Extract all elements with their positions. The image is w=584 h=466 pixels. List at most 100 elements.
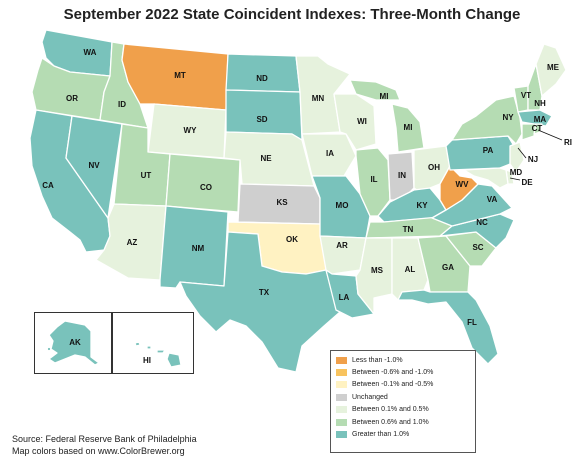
label-ID: ID xyxy=(118,100,126,109)
state-FL[interactable] xyxy=(397,289,499,365)
alaska-inset: AK xyxy=(34,312,112,374)
label-MS: MS xyxy=(371,266,384,275)
legend-item: Between 0.6% and 1.0% xyxy=(336,416,470,428)
label-OR: OR xyxy=(66,94,78,103)
label-KS: KS xyxy=(276,198,288,207)
legend-item: Between 0.1% and 0.5% xyxy=(336,404,470,416)
source-line-1: Source: Federal Reserve Bank of Philadel… xyxy=(12,434,197,444)
state-MO[interactable] xyxy=(311,175,371,239)
label-FL: FL xyxy=(467,318,477,327)
state-NV[interactable] xyxy=(65,115,123,219)
legend-label: Between 0.1% and 0.5% xyxy=(352,406,429,414)
state-AR[interactable] xyxy=(319,235,367,275)
label-IN: IN xyxy=(398,171,406,180)
state-ND[interactable] xyxy=(225,53,301,93)
legend-label: Less than -1.0% xyxy=(352,356,403,364)
label-GA: GA xyxy=(442,263,454,272)
label-MD: MD xyxy=(510,168,523,177)
label-NM: NM xyxy=(192,244,205,253)
label-IA: IA xyxy=(326,149,334,158)
legend-item: Less than -1.0% xyxy=(336,354,470,366)
label-NE: NE xyxy=(260,154,272,163)
hawaii-inset: HI xyxy=(112,312,194,374)
alaska-island xyxy=(47,347,51,351)
label-TN: TN xyxy=(403,225,414,234)
label-OK: OK xyxy=(286,235,298,244)
state-NH[interactable] xyxy=(527,63,543,111)
legend-swatch xyxy=(336,356,347,364)
label-WV: WV xyxy=(456,180,470,189)
label-CO: CO xyxy=(200,183,212,192)
source-line-2: Map colors based on www.ColorBrewer.org xyxy=(12,445,185,456)
state-AK[interactable] xyxy=(48,320,100,366)
label-PA: PA xyxy=(483,146,494,155)
label-LA: LA xyxy=(339,293,350,302)
legend-label: Greater than 1.0% xyxy=(352,431,410,439)
label-RI: RI xyxy=(564,138,572,147)
label-SD: SD xyxy=(256,115,267,124)
legend-swatch xyxy=(336,369,347,377)
label-IL: IL xyxy=(370,175,377,184)
state-NM[interactable] xyxy=(159,205,229,289)
label-CT: CT xyxy=(532,124,543,133)
label-SC: SC xyxy=(472,243,483,252)
state-TX[interactable] xyxy=(179,231,341,373)
label-OH: OH xyxy=(428,163,440,172)
label-AZ: AZ xyxy=(127,238,138,247)
legend-label: Unchanged xyxy=(352,393,388,401)
label-MT: MT xyxy=(174,71,186,80)
legend-label: Between -0.6% and -1.0% xyxy=(352,369,434,377)
state-MI-upper[interactable] xyxy=(349,79,401,101)
state-ME[interactable] xyxy=(535,43,567,97)
label-WI: WI xyxy=(357,117,367,126)
state-MA[interactable] xyxy=(517,109,553,127)
legend-label: Between -0.1% and -0.5% xyxy=(352,381,434,389)
legend-item: Greater than 1.0% xyxy=(336,428,470,440)
alaska-map: AK xyxy=(47,320,100,366)
label-MI-upper: MI xyxy=(380,92,389,101)
label-MA: MA xyxy=(534,115,547,124)
legend-swatch xyxy=(336,393,347,401)
label-MI: MI xyxy=(404,123,413,132)
label-WY: WY xyxy=(184,126,198,135)
label-ME: ME xyxy=(547,63,560,72)
legend-item: Between -0.6% and -1.0% xyxy=(336,366,470,378)
state-WI[interactable] xyxy=(333,93,377,151)
state-HI[interactable] xyxy=(134,341,182,368)
label-ND: ND xyxy=(256,74,268,83)
label-NC: NC xyxy=(476,218,488,227)
label-NY: NY xyxy=(502,113,514,122)
label-TX: TX xyxy=(259,288,270,297)
label-VA: VA xyxy=(487,195,498,204)
state-PA[interactable] xyxy=(445,135,515,171)
label-MO: MO xyxy=(336,201,349,210)
state-MI[interactable] xyxy=(391,103,425,153)
legend-swatch xyxy=(336,406,347,414)
state-NJ[interactable] xyxy=(509,141,525,173)
hawaii-map: HI xyxy=(134,341,182,368)
label-VT: VT xyxy=(521,91,531,100)
label-NV: NV xyxy=(88,161,100,170)
label-CA: CA xyxy=(42,181,54,190)
legend-item: Between -0.1% and -0.5% xyxy=(336,379,470,391)
label-AL: AL xyxy=(405,265,416,274)
state-MD[interactable] xyxy=(463,167,509,189)
state-IA[interactable] xyxy=(301,133,357,177)
label-NH: NH xyxy=(534,99,546,108)
legend-swatch xyxy=(336,381,347,389)
label-MN: MN xyxy=(312,94,325,103)
state-CT[interactable] xyxy=(521,123,537,141)
map-title: September 2022 State Coincident Indexes:… xyxy=(63,6,521,23)
label-UT: UT xyxy=(141,171,152,180)
legend: Less than -1.0% Between -0.6% and -1.0% Be… xyxy=(330,350,476,453)
label-AR: AR xyxy=(336,241,348,250)
label-NJ: NJ xyxy=(528,155,538,164)
label-DE: DE xyxy=(521,178,533,187)
label-HI: HI xyxy=(143,356,151,365)
legend-item: Unchanged xyxy=(336,391,470,403)
leader-lines xyxy=(509,129,563,181)
legend-label: Between 0.6% and 1.0% xyxy=(352,418,429,426)
source-note: Source: Federal Reserve Bank of Philadel… xyxy=(12,434,197,457)
state-RI[interactable] xyxy=(533,123,543,135)
